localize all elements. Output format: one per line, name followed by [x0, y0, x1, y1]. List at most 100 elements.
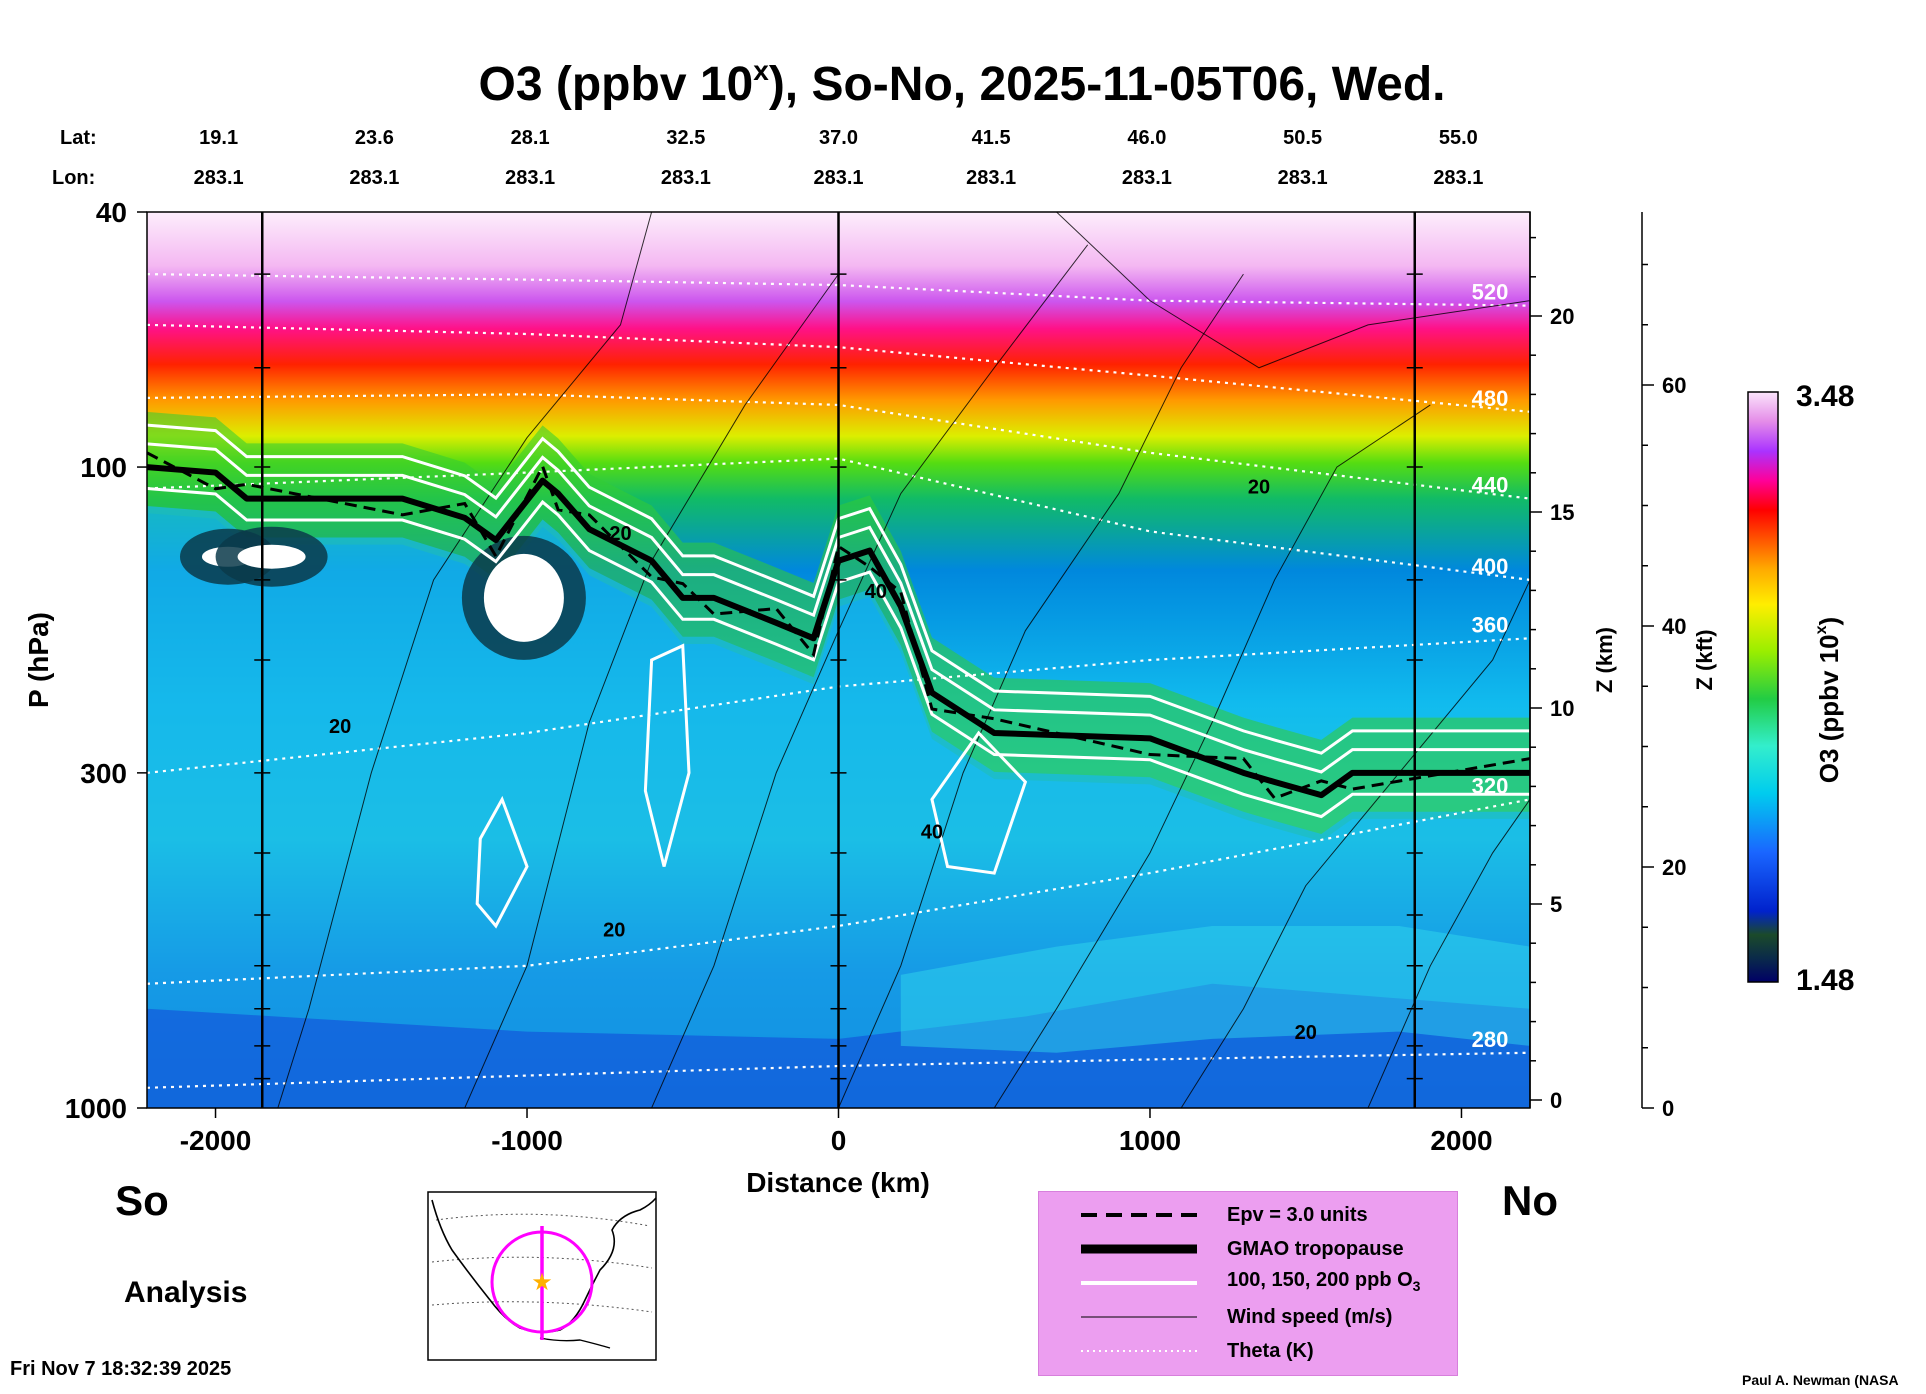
x-tick-label: -2000 [180, 1125, 252, 1156]
lon-label: Lon: [52, 167, 95, 189]
x-tick-label: 0 [831, 1125, 847, 1156]
map-coastline [431, 1197, 657, 1333]
z-km-tick-label: 10 [1550, 696, 1574, 721]
x-tick-label: 1000 [1119, 1125, 1181, 1156]
x-axis: -2000 -1000 0 1000 2000 [180, 1108, 1493, 1156]
z-km-tick-label: 15 [1550, 500, 1574, 525]
wind-speed-contour [993, 404, 1431, 1108]
thick-line-icon [1081, 1244, 1197, 1254]
analysis-label: Analysis [124, 1276, 248, 1309]
map-coastline [539, 1337, 611, 1349]
map-graticule [435, 1213, 651, 1227]
z-kft-axis: 0 20 40 60 [1641, 212, 1686, 1121]
wind-label: 40 [921, 822, 943, 844]
wind-label: 20 [1248, 477, 1270, 499]
wind-label: 40 [865, 581, 887, 603]
z-km-tick-label: 5 [1550, 892, 1562, 917]
y-tick-label: 1000 [65, 1093, 127, 1124]
dashed-line-icon [1081, 1213, 1197, 1217]
colorbar-label: O3 (ppbv 10x) [1813, 617, 1844, 783]
y-tick-label: 300 [80, 758, 127, 789]
lon-value: 283.1 [1433, 167, 1483, 189]
south-end-label: So [115, 1177, 169, 1224]
o3-contour [147, 486, 1530, 819]
z-kft-tick-label: 40 [1662, 614, 1686, 639]
lat-value: 23.6 [355, 127, 394, 149]
o3-contour-loop [643, 643, 691, 867]
z-kft-tick-label: 0 [1662, 1096, 1674, 1121]
o3-contour-loop [930, 730, 1028, 875]
lat-value: 19.1 [199, 127, 238, 149]
x-axis-label: Distance (km) [746, 1167, 930, 1198]
ozone-field [147, 212, 1530, 1108]
o3-contour [147, 442, 1530, 774]
wind-speed-contour [1367, 799, 1530, 1108]
location-map: ★ [427, 1191, 657, 1361]
wind-speed-contour [1180, 579, 1530, 1108]
lon-value: 283.1 [1278, 167, 1328, 189]
theta-label: 400 [1472, 554, 1509, 579]
dotted-line-icon [1081, 1350, 1197, 1352]
theta-contour [147, 273, 1530, 307]
cyan-pocket [900, 925, 1530, 1053]
y-axis: 40 100 300 1000 [65, 197, 147, 1124]
z-km-tick-label: 0 [1550, 1088, 1562, 1113]
theta-contour [147, 1051, 1530, 1089]
lat-lon-labels: 19.1 283.1 23.6 283.1 28.1 283.1 32.5 283.1 37.0… [194, 127, 1484, 189]
lat-label: Lat: [60, 127, 97, 149]
lon-value: 283.1 [505, 167, 555, 189]
y-axis-label: P (hPa) [23, 612, 54, 708]
lon-value: 283.1 [194, 167, 244, 189]
credit: Paul A. Newman (NASA [1742, 1372, 1899, 1388]
wind-speed-contour [464, 273, 839, 1108]
z-kft-axis-label: Z (kft) [1692, 629, 1717, 690]
timestamp: Fri Nov 7 18:32:39 2025 [10, 1358, 232, 1380]
lon-value: 283.1 [349, 167, 399, 189]
lon-value: 283.1 [813, 167, 863, 189]
y-tick-label: 40 [96, 197, 127, 228]
colorbar-max-label: 3.48 [1796, 380, 1854, 413]
lat-value: 37.0 [819, 127, 858, 149]
x-tick-label: -1000 [491, 1125, 563, 1156]
theta-label: 480 [1472, 386, 1509, 411]
white-line-icon [1081, 1281, 1197, 1285]
y-tick-label: 100 [80, 452, 127, 483]
north-end-label: No [1502, 1177, 1558, 1224]
lat-value: 46.0 [1127, 127, 1166, 149]
low-ozone-blob [237, 544, 306, 569]
theta-label: 520 [1472, 280, 1509, 305]
wind-label: 20 [329, 716, 351, 738]
contour-labels: 280 320 360 400 440 480 520 20 20 40 40 20 20 20 [329, 280, 1508, 1052]
colorbar-min-label: 1.48 [1796, 964, 1854, 997]
wind-speed-contour [838, 273, 1244, 1108]
low-ozone-blob [483, 553, 564, 642]
map-graticule [431, 1301, 653, 1313]
theta-label: 280 [1472, 1027, 1509, 1052]
z-km-axis: 0 5 10 15 20 [1529, 212, 1574, 1113]
theta-label: 320 [1472, 773, 1509, 798]
z-km-tick-label: 20 [1550, 304, 1574, 329]
wind-label: 20 [609, 523, 631, 545]
z-km-axis-label: Z (km) [1592, 627, 1617, 693]
lat-value: 55.0 [1439, 127, 1478, 149]
lat-value: 50.5 [1283, 127, 1322, 149]
lon-value: 283.1 [661, 167, 711, 189]
thin-line-icon [1081, 1316, 1197, 1318]
wind-speed-contour [277, 212, 653, 1108]
legend: Epv = 3.0 units GMAO tropopause 100, 150… [1038, 1191, 1458, 1376]
wind-label: 20 [1295, 1022, 1317, 1044]
colorbar [1747, 391, 1779, 983]
lat-value: 32.5 [666, 127, 705, 149]
tropopause-green-band [147, 411, 1530, 842]
tropopause-line [147, 464, 1530, 799]
theta-label: 360 [1472, 612, 1509, 637]
lat-value: 41.5 [972, 127, 1011, 149]
epv-contour [147, 451, 1530, 800]
lon-value: 283.1 [966, 167, 1016, 189]
x-tick-label: 2000 [1430, 1125, 1492, 1156]
lat-value: 28.1 [511, 127, 550, 149]
o3-contour [147, 423, 1530, 755]
wind-label: 20 [603, 919, 625, 941]
o3-contour-loop [475, 795, 529, 929]
